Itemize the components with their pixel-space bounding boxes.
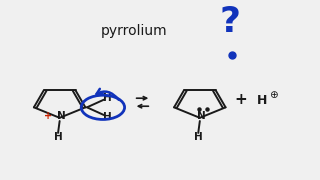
Text: ⊕: ⊕ bbox=[269, 90, 277, 100]
Text: +: + bbox=[44, 111, 52, 121]
Text: ?: ? bbox=[220, 5, 241, 39]
Text: H: H bbox=[54, 132, 62, 142]
Text: +: + bbox=[235, 93, 248, 107]
Text: H: H bbox=[103, 112, 112, 122]
Text: H: H bbox=[103, 93, 112, 103]
Text: pyrrolium: pyrrolium bbox=[101, 24, 168, 38]
Text: H: H bbox=[194, 132, 203, 142]
Text: H: H bbox=[257, 94, 267, 107]
Text: N: N bbox=[57, 111, 65, 121]
Text: N: N bbox=[197, 111, 205, 121]
